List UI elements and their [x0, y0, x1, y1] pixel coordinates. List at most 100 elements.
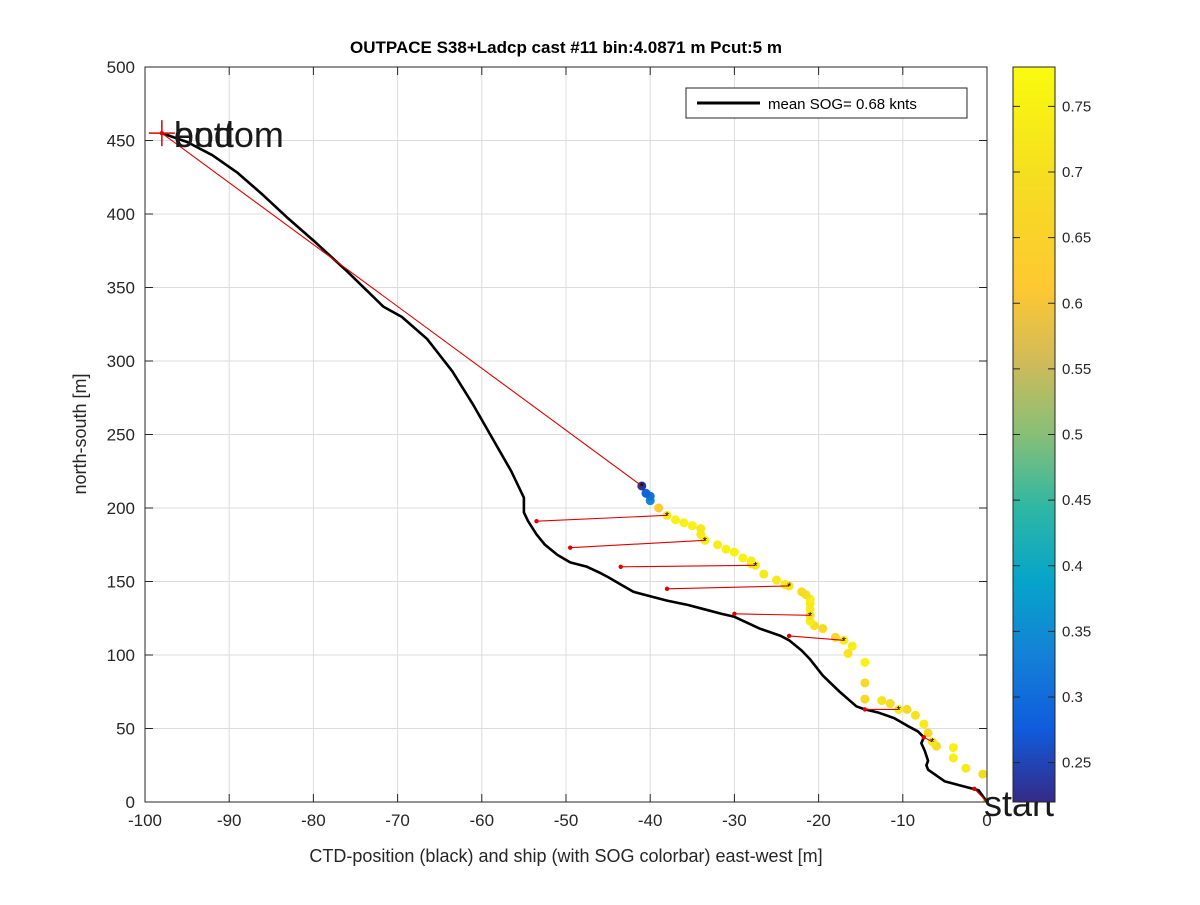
ship-ctd-link [667, 585, 790, 590]
sog-point [923, 728, 933, 738]
y-tick-label: 250 [107, 426, 135, 445]
colorbar-tick-label: 0.5 [1062, 427, 1083, 444]
ship-marker: * [753, 560, 758, 572]
colorbar-tick-label: 0.6 [1062, 295, 1083, 312]
colorbar-ticks: 0.25 0.3 0.35 0.4 0.45 0.5 0.55 0.6 0.65 0.7 0.75 [1013, 98, 1091, 772]
y-tick-label: 350 [107, 279, 135, 298]
ctd-marker [568, 545, 573, 550]
sog-point [746, 556, 756, 566]
y-tick-label: 400 [107, 205, 135, 224]
ship-ctd-link [161, 132, 643, 487]
sog-point [847, 641, 857, 651]
sog-point [738, 553, 748, 563]
annotation-bottom: bottom [174, 114, 284, 155]
ctd-marker [534, 519, 539, 524]
sog-point [919, 719, 929, 729]
sog-point [679, 518, 689, 528]
x-tick-label: -30 [722, 811, 747, 830]
ship-ctd-link [570, 539, 705, 549]
colorbar-tick-label: 0.45 [1062, 492, 1091, 509]
x-tick-label: -100 [128, 811, 162, 830]
chart-title: OUTPACE S38+Ladcp cast #11 bin:4.0871 m … [350, 38, 782, 57]
sog-point [860, 694, 870, 704]
ctd-marker [664, 586, 670, 592]
y-tick-label: 450 [107, 132, 135, 151]
ship-marker: * [665, 510, 670, 522]
sog-point [860, 657, 870, 667]
sog-point [654, 503, 664, 513]
x-tick-label: -10 [891, 811, 916, 830]
sog-point [687, 521, 697, 531]
y-axis-label: north-south [m] [70, 373, 90, 494]
sog-point [910, 710, 920, 720]
sog-point [830, 632, 840, 642]
ship-marker: * [787, 581, 792, 593]
ship-marker: * [640, 481, 645, 493]
sog-point [877, 696, 887, 706]
ctd-marker [732, 611, 737, 617]
legend-entry: mean SOG= 0.68 knts [768, 96, 917, 113]
x-tick-label: -80 [301, 811, 326, 830]
ctd-marker [862, 707, 868, 712]
ship-marker: * [842, 635, 847, 647]
sog-point [670, 515, 680, 525]
ship-ctd-link [734, 613, 811, 616]
sog-point [948, 753, 958, 763]
sog-point [961, 763, 971, 773]
ship-ctd-link [620, 564, 756, 568]
ctd-marker [618, 564, 623, 569]
colorbar-tick-label: 0.25 [1062, 755, 1091, 772]
x-tick-label: -90 [217, 811, 242, 830]
sog-point [843, 649, 853, 659]
ctd-marker [921, 735, 927, 740]
sog-point [860, 678, 870, 688]
ship-marker: * [808, 610, 813, 622]
y-tick-label: 0 [126, 793, 135, 812]
ship-ctd-link [536, 514, 668, 522]
sog-point [729, 547, 739, 557]
sog-point [713, 540, 723, 550]
y-tick-label: 150 [107, 573, 135, 592]
ship-marker: * [896, 704, 901, 716]
sog-point [759, 569, 769, 579]
colorbar: 0.25 0.3 0.35 0.4 0.45 0.5 0.55 0.6 0.65 0.7 0.75 [1012, 66, 1091, 803]
sog-point [978, 769, 987, 779]
y-tick-label: 300 [107, 352, 135, 371]
sog-point [641, 488, 651, 498]
y-tick-label: 200 [107, 499, 135, 518]
ship-marker: * [703, 535, 708, 547]
x-tick-label: -60 [470, 811, 495, 830]
x-tick-label: -70 [385, 811, 410, 830]
ship-marker: * [985, 797, 990, 809]
x-tick-label: -50 [554, 811, 579, 830]
sog-point [885, 699, 895, 709]
colorbar-tick-label: 0.55 [1062, 361, 1091, 378]
y-tick-label: 500 [107, 58, 135, 77]
ship-marker: * [930, 737, 935, 749]
ctd-marker [786, 633, 792, 639]
sog-point [902, 704, 912, 714]
ctd-marker [972, 786, 977, 791]
ship-ctd-link [973, 788, 987, 802]
axis-ticks: -100 -90 -80 -70 -60 -50 -40 -30 -20 -10 005010015… [107, 58, 992, 830]
annotation-end: end [174, 114, 234, 155]
sog-point [721, 544, 731, 554]
x-tick-label: -40 [638, 811, 663, 830]
plot-data: * * * * * * * * * * [159, 130, 990, 809]
colorbar-tick-label: 0.75 [1062, 98, 1091, 115]
x-tick-label: -20 [806, 811, 831, 830]
sog-point [772, 575, 781, 585]
colorbar-tick-label: 0.35 [1062, 623, 1091, 640]
colorbar-tick-label: 0.65 [1062, 230, 1091, 247]
sog-point [797, 587, 807, 597]
sog-point [780, 579, 790, 589]
colorbar-tick-label: 0.4 [1062, 558, 1083, 575]
y-tick-label: 100 [107, 646, 135, 665]
x-axis-label: CTD-position (black) and ship (with SOG … [309, 846, 822, 866]
x-tick-label: 0 [982, 811, 991, 830]
ctd-track-line [161, 131, 987, 802]
y-tick-label: 50 [116, 720, 135, 739]
colorbar-tick-label: 0.3 [1062, 689, 1083, 706]
sog-point [696, 524, 706, 534]
